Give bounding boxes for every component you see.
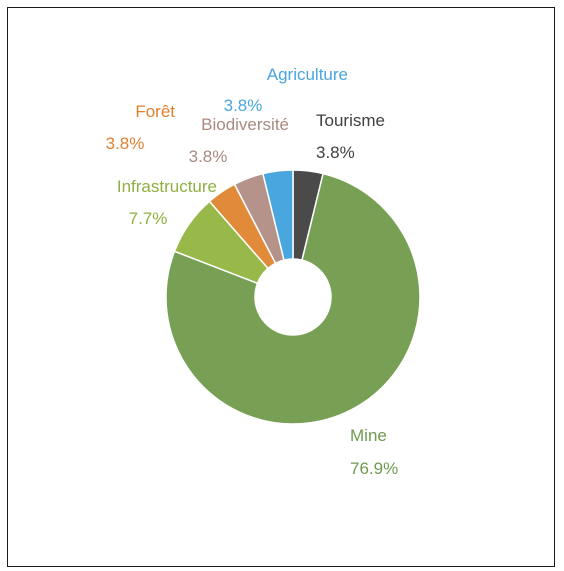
donut-slices bbox=[165, 169, 421, 425]
slice-name-label: Tourisme bbox=[316, 111, 385, 130]
slice-value-label: 3.8% bbox=[224, 96, 263, 115]
slice-agriculture bbox=[261, 169, 294, 261]
slice-value-label: 7.7% bbox=[129, 209, 168, 228]
chart-frame bbox=[7, 7, 555, 567]
slice-value-label: 76.9% bbox=[350, 459, 398, 478]
slice-name-label: Infrastructure bbox=[117, 177, 217, 196]
slice-name-label: Biodiversité bbox=[201, 115, 289, 134]
slice-value-label: 3.8% bbox=[316, 143, 355, 162]
slice-value-label: 3.8% bbox=[189, 147, 228, 166]
slice-value-label: 3.8% bbox=[106, 134, 145, 153]
slice-mine bbox=[165, 172, 421, 425]
slice-name-label: Forêt bbox=[135, 102, 175, 121]
slice-name-label: Mine bbox=[350, 426, 387, 445]
slice-name-label: Agriculture bbox=[267, 65, 348, 84]
slice-labels: Tourisme 3.8% Mine 76.9% Infrastructure 7.7% F… bbox=[106, 65, 399, 478]
